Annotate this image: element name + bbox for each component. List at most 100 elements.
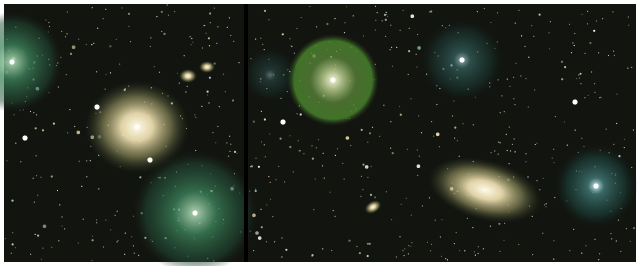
star: [311, 254, 313, 256]
star: [125, 233, 126, 234]
star: [454, 127, 456, 129]
star: [346, 136, 350, 140]
star: [569, 24, 570, 25]
star: [400, 30, 401, 31]
star: [573, 229, 574, 230]
star: [490, 22, 491, 23]
star: [457, 140, 458, 141]
star: [536, 143, 537, 144]
star: [86, 160, 87, 161]
star: [5, 238, 6, 239]
star: [452, 115, 453, 116]
star: [553, 149, 554, 150]
star: [11, 200, 13, 202]
star: [386, 12, 387, 13]
star: [512, 144, 513, 145]
star: [633, 129, 634, 130]
star: [390, 121, 391, 122]
star: [431, 121, 432, 122]
star: [210, 22, 211, 23]
star: [255, 190, 257, 192]
star: [430, 10, 432, 12]
star: [408, 74, 409, 75]
star: [422, 205, 423, 206]
star: [539, 14, 541, 16]
star: [564, 121, 565, 122]
star: [301, 17, 302, 18]
star: [12, 243, 14, 245]
star: [206, 33, 207, 34]
star: [293, 171, 294, 172]
star: [318, 139, 319, 140]
star: [194, 114, 195, 115]
star: [535, 144, 536, 145]
star: [272, 216, 273, 217]
star: [408, 245, 409, 246]
star: [524, 46, 525, 47]
star: [594, 83, 595, 84]
star: [439, 146, 440, 147]
star: [513, 77, 514, 78]
star: [503, 240, 504, 241]
star: [262, 44, 263, 45]
star: [92, 239, 94, 241]
star: [404, 255, 405, 256]
bright-star: [134, 124, 139, 129]
star: [613, 51, 614, 52]
star: [385, 19, 387, 21]
galaxy: [179, 69, 197, 83]
star: [119, 64, 120, 65]
star: [456, 232, 457, 233]
star: [514, 138, 515, 139]
star: [260, 209, 261, 210]
star: [441, 256, 442, 257]
star: [105, 89, 106, 90]
star: [416, 54, 417, 55]
star: [581, 253, 582, 254]
star: [161, 11, 163, 13]
star: [230, 144, 231, 145]
star: [435, 220, 436, 221]
star: [509, 127, 510, 128]
star: [588, 95, 589, 96]
star: [624, 147, 625, 148]
star: [258, 236, 262, 240]
star: [367, 177, 368, 178]
star: [303, 153, 304, 154]
star: [255, 189, 256, 190]
star: [228, 156, 229, 157]
star: [97, 28, 98, 29]
star: [353, 15, 354, 16]
star: [510, 150, 511, 151]
star: [553, 240, 554, 241]
star: [587, 11, 588, 12]
star: [232, 99, 234, 101]
star: [365, 165, 369, 169]
star: [359, 252, 361, 254]
star: [81, 186, 82, 187]
star: [584, 97, 585, 98]
star: [454, 243, 455, 244]
star: [536, 180, 537, 181]
star: [300, 150, 301, 151]
star: [312, 158, 314, 160]
star: [631, 67, 632, 68]
star: [402, 250, 403, 251]
star: [191, 44, 192, 45]
star: [528, 106, 529, 107]
star: [66, 33, 67, 34]
star: [533, 36, 534, 37]
star: [543, 178, 544, 179]
star: [179, 83, 180, 84]
star: [392, 152, 394, 154]
star: [593, 30, 595, 32]
star: [174, 11, 175, 12]
star: [313, 209, 314, 210]
star: [61, 216, 62, 217]
star: [79, 161, 80, 162]
star: [208, 37, 210, 39]
star: [217, 126, 218, 127]
star: [15, 143, 16, 144]
star: [270, 199, 271, 200]
star: [195, 150, 196, 151]
